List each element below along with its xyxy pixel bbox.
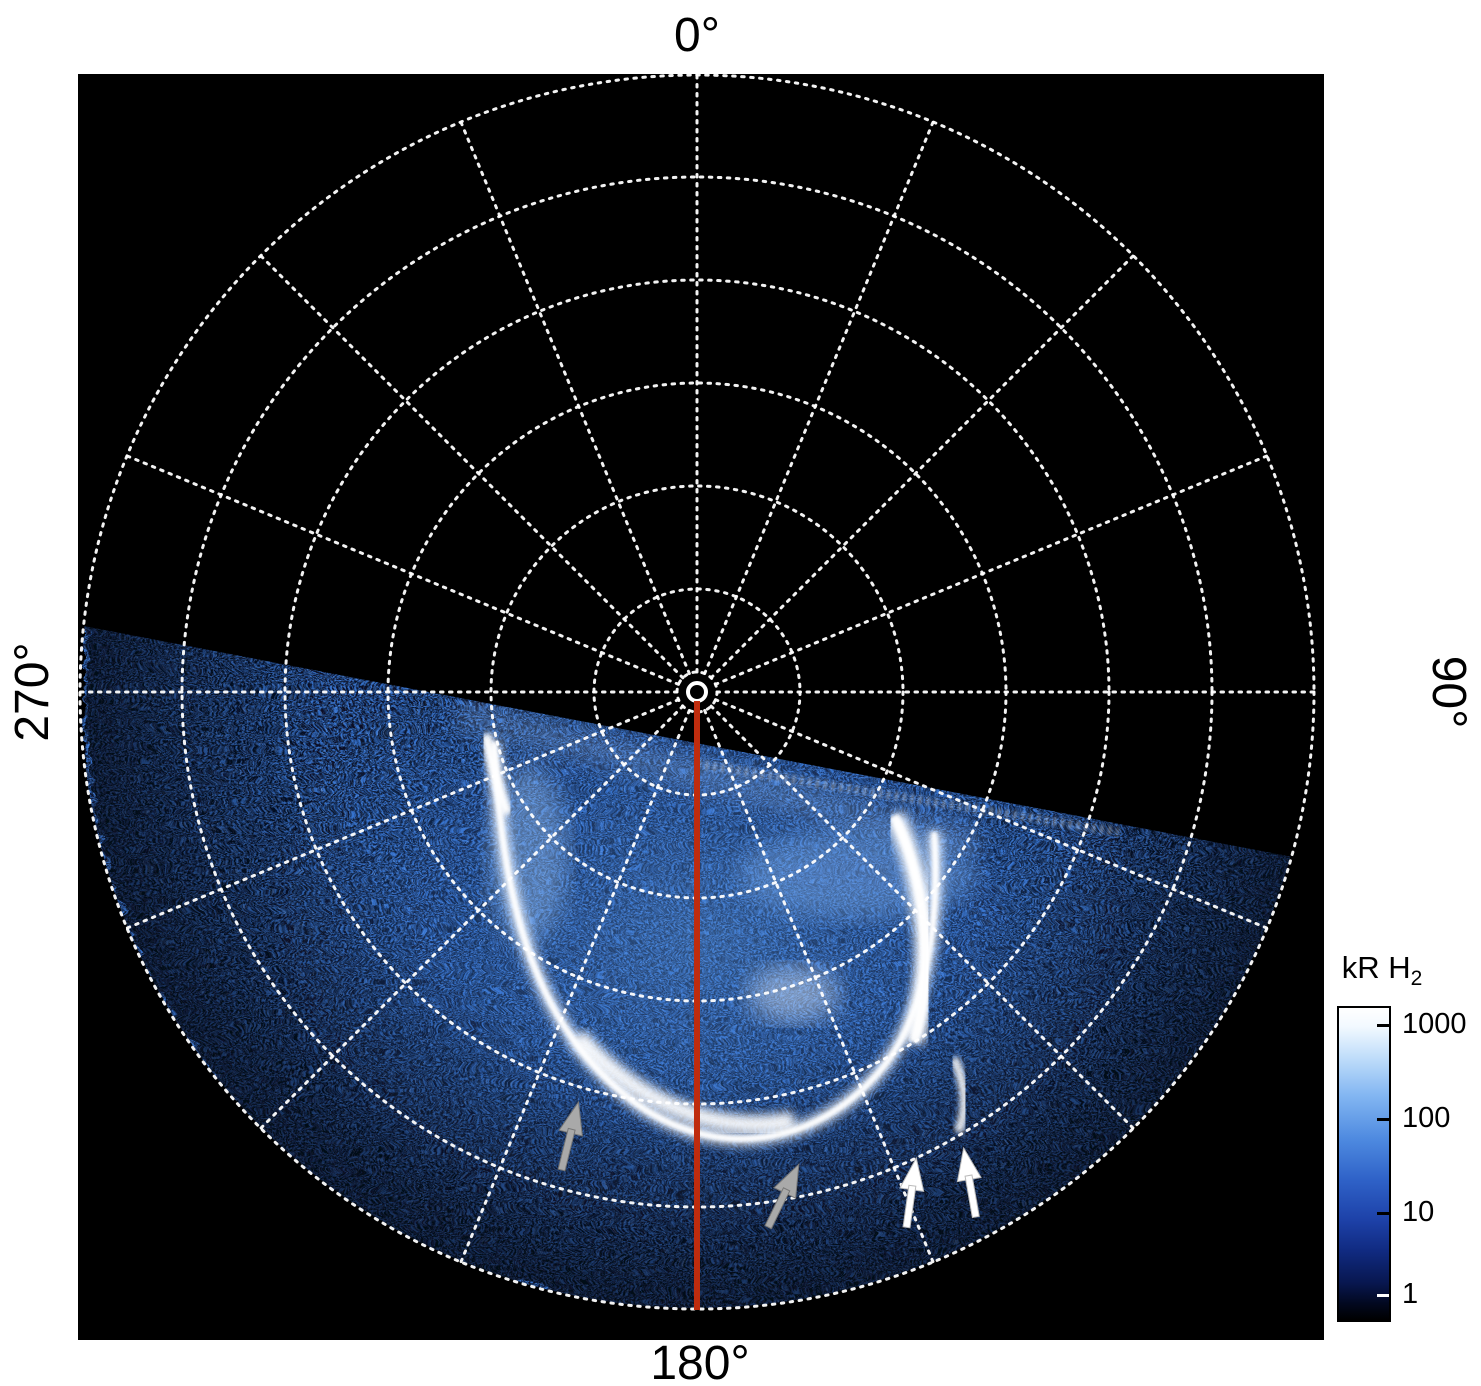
colorbar-tick [1377,1212,1389,1215]
colorbar-title: kR H2 [1312,950,1452,991]
polar-plot-area [78,74,1324,1340]
polar-grid [78,74,1316,1311]
aurora-diffuse-emission [81,625,1313,1308]
angle-label-180: 180° [650,1337,750,1386]
colorbar-tick [1377,1024,1389,1027]
aurora-emission [81,625,1313,1308]
gray-arrow-icon [557,1100,583,1172]
annotation-arrows [557,1100,982,1230]
white-arrow-icon [956,1146,982,1219]
polar-plot-svg [78,74,1316,1311]
angle-label-90: 90° [1422,655,1475,729]
colorbar-tick-label: 1 [1402,1278,1419,1310]
colorbar-tick-label: 1000 [1402,1008,1467,1040]
colorbar-tick [1377,1118,1389,1121]
pole-marker-ring [686,681,708,703]
gray-arrow-icon [764,1162,800,1230]
angle-label-0: 0° [674,9,720,62]
colorbar-tick-label: 10 [1402,1196,1435,1228]
colorbar-tick-label: 100 [1402,1102,1451,1134]
white-arrow-icon [899,1156,925,1229]
colorbar-tick [1377,1294,1389,1297]
angle-label-270: 270° [6,642,59,742]
aurora-bright-arcs [454,701,1119,1146]
colorbar-title-subscript: 2 [1410,967,1423,991]
colorbar-gradient [1337,1006,1391,1322]
colorbar-title-text: kR H [1341,950,1411,985]
